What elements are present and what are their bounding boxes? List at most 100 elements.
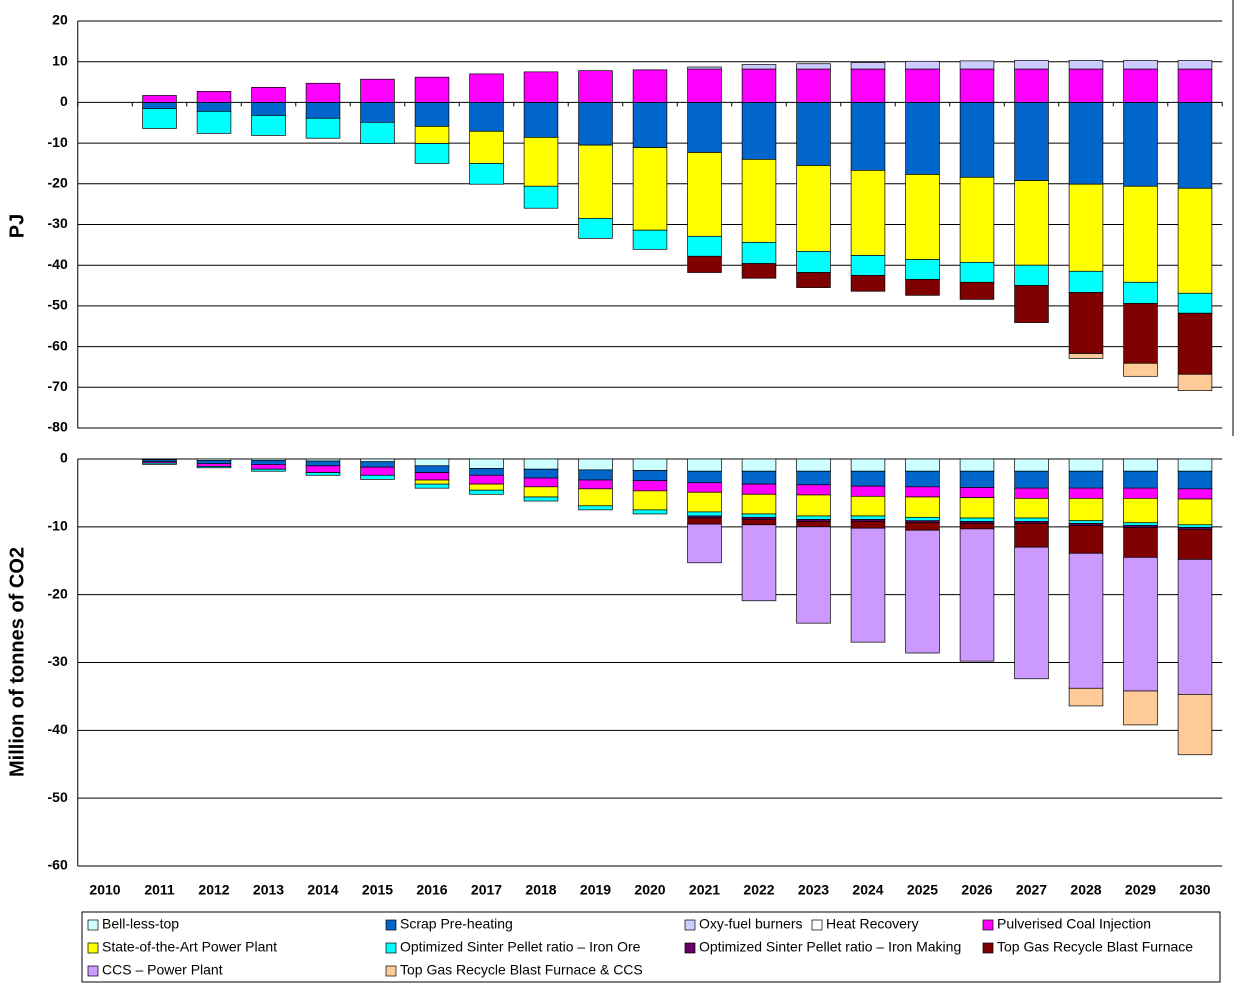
bar-segment xyxy=(578,102,613,146)
bar-segment xyxy=(305,472,341,476)
bar-segment xyxy=(632,229,668,250)
bar-segment xyxy=(687,255,722,273)
bar-segment xyxy=(1068,520,1104,524)
bar-segment xyxy=(1014,458,1049,472)
bar-segment xyxy=(850,62,886,70)
bar-segment xyxy=(1014,546,1049,680)
bar-segment xyxy=(523,477,559,488)
bar-segment xyxy=(142,462,177,465)
bar-segment xyxy=(796,165,831,252)
bar-segment xyxy=(850,470,886,487)
y-tick-label: -50 xyxy=(48,297,68,313)
bar-segment xyxy=(905,529,940,654)
bar-segment xyxy=(1177,60,1213,70)
bar-segment xyxy=(1068,487,1104,499)
bar-segment xyxy=(1177,498,1213,526)
bar-segment xyxy=(850,275,886,292)
bar-segment xyxy=(850,495,886,517)
bar-segment xyxy=(523,137,559,187)
bar-segment xyxy=(632,69,668,103)
bar-segment xyxy=(1177,187,1213,294)
bar-segment xyxy=(523,458,559,470)
bar-segment xyxy=(741,263,777,279)
bar-segment xyxy=(741,68,777,103)
bar-segment xyxy=(196,460,232,465)
bar-segment xyxy=(850,68,886,103)
bar-segment xyxy=(959,68,995,103)
bar-segment xyxy=(905,516,940,522)
bar-segment xyxy=(905,458,940,472)
legend-marker xyxy=(684,942,696,954)
bar-segment xyxy=(1068,60,1104,70)
bar-segment xyxy=(959,487,995,499)
bar-segment xyxy=(687,517,722,525)
bar-segment xyxy=(1123,281,1158,304)
legend-marker xyxy=(385,919,397,931)
y-tick-label: -20 xyxy=(48,585,68,601)
legend-marker xyxy=(982,919,994,931)
bar-segment xyxy=(687,523,722,564)
bar-segment xyxy=(196,466,232,469)
x-tick-label: 2020 xyxy=(634,882,665,898)
bar-segment xyxy=(796,68,831,103)
legend-box xyxy=(81,911,1221,983)
bar-segment xyxy=(1177,559,1213,695)
legend-label: Top Gas Recycle Blast Furnace xyxy=(997,939,1193,955)
bar-segment xyxy=(360,78,395,103)
bar-segment xyxy=(469,73,504,103)
bar-segment xyxy=(196,102,232,112)
legend-marker xyxy=(385,942,397,954)
bar-segment xyxy=(1177,529,1213,560)
bar-segment xyxy=(414,479,450,485)
bar-segment xyxy=(850,515,886,520)
bar-segment xyxy=(959,262,995,283)
x-tick-label: 2028 xyxy=(1070,882,1101,898)
bar-segment xyxy=(796,251,831,273)
bar-segment xyxy=(687,482,722,493)
legend-label: Oxy-fuel burners xyxy=(699,916,802,932)
y-tick-label: -80 xyxy=(48,419,68,435)
bar-segment xyxy=(632,458,668,471)
bar-segment xyxy=(1177,373,1213,391)
legend-label: Optimized Sinter Pellet ratio – Iron Ore xyxy=(400,939,641,955)
bar-segment xyxy=(959,497,995,519)
bar-segment xyxy=(196,91,232,103)
bar-segment xyxy=(959,523,995,530)
x-tick-label: 2017 xyxy=(471,882,502,898)
bar-segment xyxy=(741,470,777,485)
bar-segment xyxy=(251,464,286,470)
bar-segment xyxy=(1177,68,1213,103)
bar-segment xyxy=(1123,522,1158,526)
bar-segment xyxy=(360,466,395,476)
legend-label: Top Gas Recycle Blast Furnace & CCS xyxy=(400,962,643,978)
bar-segment xyxy=(360,458,395,463)
bar-segment xyxy=(905,522,940,531)
bar-segment xyxy=(1177,488,1213,500)
bar-segment xyxy=(741,64,777,70)
x-tick-label: 2029 xyxy=(1125,882,1156,898)
bar-segment xyxy=(796,484,831,496)
y-axis-title: PJ xyxy=(6,214,28,238)
y-tick-label: -10 xyxy=(48,134,68,150)
bar-segment xyxy=(741,513,777,518)
bar-segment xyxy=(523,71,559,103)
bar-segment xyxy=(469,163,504,185)
y-tick-label: 0 xyxy=(60,93,68,109)
bar-segment xyxy=(523,486,559,498)
legend-marker xyxy=(811,919,823,931)
y-tick-label: -30 xyxy=(48,215,68,231)
bar-segment xyxy=(1123,497,1158,524)
bar-segment xyxy=(305,117,341,139)
bar-segment xyxy=(905,470,940,488)
bar-segment xyxy=(1123,487,1158,499)
bar-segment xyxy=(142,95,177,103)
bar-segment xyxy=(578,218,613,239)
bar-segment xyxy=(305,460,341,467)
bar-segment xyxy=(196,463,232,467)
bar-segment xyxy=(687,152,722,237)
bar-segment xyxy=(414,458,450,467)
bar-segment xyxy=(796,494,831,517)
legend-marker xyxy=(684,919,696,931)
bar-segment xyxy=(251,115,286,136)
